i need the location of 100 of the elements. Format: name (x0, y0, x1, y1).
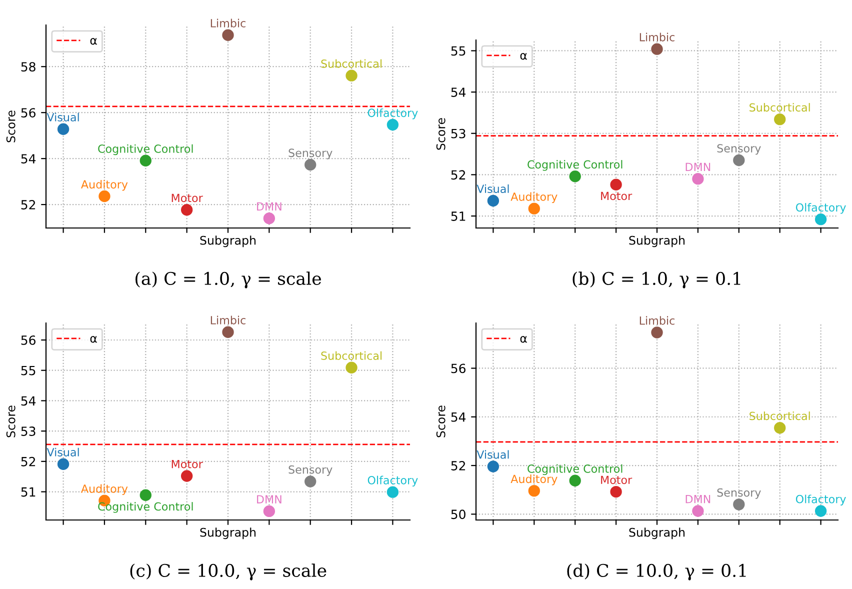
text: (c) C = 10.0, γ = scale (130, 564, 326, 580)
point (346, 70, 358, 82)
point (692, 172, 704, 185)
text: (a) C = 1.0, γ = scale (136, 272, 321, 288)
y-tick-label: 51 (451, 212, 466, 221)
y-tick-label: 51 (21, 487, 36, 497)
point (651, 43, 663, 55)
point (263, 505, 276, 518)
legend-label: α (520, 336, 527, 343)
y-axis-title: Score (6, 110, 16, 142)
y-tick-label: 56 (451, 364, 466, 374)
point (180, 470, 193, 482)
series-label: Limbic (640, 32, 674, 42)
text: (b) C = 1.0, γ = 0.1 (572, 272, 740, 288)
series-label: Visual (476, 184, 509, 194)
y-tick-label: 56 (21, 108, 36, 118)
y-tick-label: 56 (21, 335, 36, 345)
point (386, 486, 399, 498)
point (733, 154, 745, 166)
x-axis-title: Subgraph (200, 528, 256, 540)
series-label: DMN (257, 495, 282, 504)
series-label: Olfactory (796, 203, 846, 214)
y-tick-label: 54 (451, 412, 466, 422)
series-label: Subcortical (750, 412, 810, 420)
series-label: Visual (46, 112, 79, 122)
y-tick-label: 55 (451, 46, 466, 56)
series-label: Auditory (510, 192, 558, 204)
y-tick-label: 55 (21, 366, 36, 376)
point (98, 190, 110, 202)
point (487, 460, 500, 472)
series-label: Motor (172, 460, 203, 468)
series-label: Limbic (210, 316, 246, 324)
series-label: Subcortical (321, 351, 382, 360)
point (180, 204, 193, 216)
point (222, 29, 234, 41)
series-label: Subcortical (750, 103, 810, 112)
point (304, 158, 316, 171)
series-label: Sensory (717, 144, 761, 155)
point (57, 123, 70, 135)
point (569, 474, 581, 486)
y-axis-title: Score (436, 406, 446, 438)
legend-label: α (520, 52, 527, 60)
series-label: Sensory (717, 488, 761, 499)
point (386, 118, 399, 131)
y-tick-label: 54 (21, 396, 36, 406)
series-label: Sensory (288, 148, 332, 160)
y-tick-label: 50 (451, 510, 466, 520)
series-label: Motor (172, 194, 203, 202)
series-label: Limbic (210, 18, 246, 28)
point (814, 505, 827, 517)
point (263, 212, 276, 224)
point (346, 362, 358, 374)
series-label: DMN (257, 202, 282, 210)
series-label: Auditory (510, 474, 558, 486)
y-tick-label: 58 (21, 62, 36, 72)
y-tick-label: 53 (451, 128, 466, 138)
point (528, 484, 540, 497)
point (774, 113, 786, 126)
point (610, 178, 622, 190)
y-tick-label: 52 (21, 456, 36, 466)
point (487, 194, 500, 207)
point (57, 458, 70, 470)
series-label: Visual (476, 450, 509, 459)
point (610, 486, 622, 498)
y-axis-title: Score (6, 406, 16, 438)
series-label: DMN (686, 162, 710, 171)
point (222, 326, 234, 338)
series-label: Olfactory (368, 108, 418, 120)
point (304, 476, 316, 488)
y-tick-label: 53 (21, 426, 36, 436)
series-label: Cognitive Control (98, 502, 193, 513)
series-label: Olfactory (796, 494, 846, 506)
series-label: Auditory (81, 180, 128, 191)
point (814, 213, 827, 226)
point (140, 489, 152, 501)
point (692, 505, 704, 517)
series-label: Cognitive Control (528, 464, 622, 476)
y-axis-title: Score (436, 118, 446, 150)
series-label: Cognitive Control (528, 160, 622, 171)
point (774, 422, 786, 434)
series-label: Motor (601, 192, 632, 200)
x-axis-title: Subgraph (629, 528, 685, 540)
series-label: Limbic (640, 316, 674, 325)
series-label: Olfactory (368, 476, 418, 487)
legend-label: α (90, 38, 97, 45)
x-axis-title: Subgraph (629, 236, 685, 248)
y-tick-label: 54 (451, 88, 466, 97)
point (651, 326, 663, 338)
series-label: Sensory (288, 465, 332, 476)
point (733, 498, 745, 510)
series-label: Subcortical (321, 59, 382, 68)
x-axis-title: Subgraph (200, 236, 256, 248)
point (140, 154, 152, 166)
series-label: Auditory (81, 484, 128, 496)
text: (d) C = 10.0, γ = 0.1 (567, 564, 746, 580)
point (528, 202, 540, 214)
y-tick-label: 52 (451, 170, 466, 180)
y-tick-label: 52 (451, 460, 466, 470)
legend-label: α (90, 336, 97, 343)
series-label: Cognitive Control (98, 144, 193, 156)
